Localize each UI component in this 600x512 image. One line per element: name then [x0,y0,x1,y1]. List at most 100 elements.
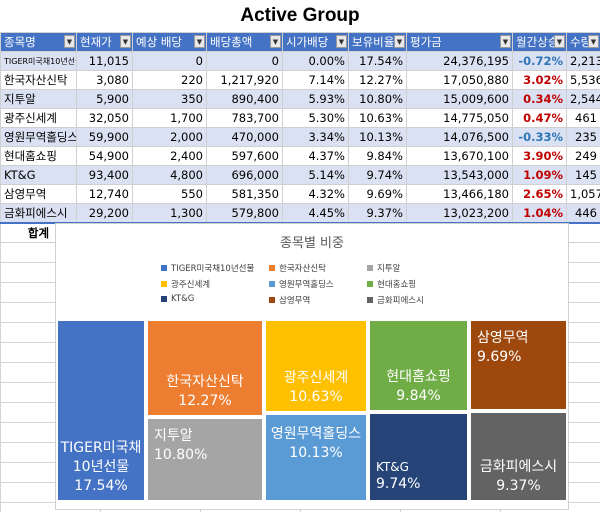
legend-item[interactable]: 한국자산신탁 [269,262,326,274]
price-cell[interactable]: 12,740 [76,184,133,204]
dividend-cell[interactable]: 220 [132,70,207,90]
stock-name-cell[interactable]: 광주신세계 [0,108,77,128]
column-header[interactable]: 보유비율 ▼ [348,32,407,52]
value-cell[interactable]: 13,543,000 [406,165,513,185]
column-header[interactable]: 평가금 ▼ [406,32,513,52]
column-header[interactable]: 예상 배당 ▼ [132,32,207,52]
yield-cell[interactable]: 4.45% [282,203,349,224]
ratio-cell[interactable]: 12.27% [348,70,407,90]
column-header[interactable]: 수량 ▼ [566,32,600,52]
change-cell[interactable]: 1.09% [512,165,567,185]
legend-item[interactable]: 영원무역홀딩스 [269,278,334,290]
dividend-cell[interactable]: 2,000 [132,127,207,147]
change-cell[interactable]: 3.02% [512,70,567,90]
ratio-cell[interactable]: 9.74% [348,165,407,185]
dividend-cell[interactable]: 350 [132,89,207,109]
treemap-tile[interactable]: KT&G 9.74% [368,412,469,502]
value-cell[interactable]: 24,376,195 [406,51,513,71]
yield-cell[interactable]: 3.34% [282,127,349,147]
treemap-tile[interactable]: 광주신세계 10.63% [264,319,368,413]
value-cell[interactable]: 13,466,180 [406,184,513,204]
column-header[interactable]: 현재가 ▼ [76,32,133,52]
change-cell[interactable]: 1.04% [512,203,567,224]
filter-dropdown-icon[interactable]: ▼ [588,35,599,48]
value-cell[interactable]: 13,023,200 [406,203,513,224]
treemap-tile[interactable]: 금화피에스시 9.37% [469,411,568,502]
price-cell[interactable]: 29,200 [76,203,133,224]
ratio-cell[interactable]: 10.13% [348,127,407,147]
filter-dropdown-icon[interactable]: ▼ [64,35,75,48]
ratio-cell[interactable]: 10.63% [348,108,407,128]
dividend-total-cell[interactable]: 470,000 [206,127,283,147]
qty-cell[interactable]: 249 [566,146,600,166]
dividend-total-cell[interactable]: 579,800 [206,203,283,224]
ratio-cell[interactable]: 9.69% [348,184,407,204]
column-header[interactable]: 종목명 ▼ [0,32,77,52]
price-cell[interactable]: 5,900 [76,89,133,109]
treemap-chart[interactable]: 종목별 비중 TIGER미국채10년선물 한국자산신탁 지투알 광주신세계 영원무역홀딩… [55,223,569,510]
dividend-total-cell[interactable]: 1,217,920 [206,70,283,90]
filter-dropdown-icon[interactable]: ▼ [554,35,565,48]
dividend-cell[interactable]: 1,300 [132,203,207,224]
qty-cell[interactable]: 461 [566,108,600,128]
yield-cell[interactable]: 5.14% [282,165,349,185]
treemap-tile[interactable]: 지투알 10.80% [146,417,264,502]
dividend-total-cell[interactable]: 783,700 [206,108,283,128]
qty-cell[interactable]: 2,213 [566,51,600,71]
price-cell[interactable]: 59,900 [76,127,133,147]
filter-dropdown-icon[interactable]: ▼ [194,35,205,48]
stock-name-cell[interactable]: TIGER미국채10년선물 [0,51,77,71]
price-cell[interactable]: 32,050 [76,108,133,128]
qty-cell[interactable]: 5,536 [566,70,600,90]
stock-name-cell[interactable]: KT&G [0,165,77,185]
filter-dropdown-icon[interactable]: ▼ [394,35,405,48]
change-cell[interactable]: -0.33% [512,127,567,147]
yield-cell[interactable]: 0.00% [282,51,349,71]
stock-name-cell[interactable]: 지투알 [0,89,77,109]
empty-cell[interactable] [566,222,600,243]
yield-cell[interactable]: 5.30% [282,108,349,128]
legend-item[interactable]: TIGER미국채10년선물 [161,262,254,274]
change-cell[interactable]: 2.65% [512,184,567,204]
stock-name-cell[interactable]: 현대홈쇼핑 [0,146,77,166]
qty-cell[interactable]: 446 [566,203,600,224]
qty-cell[interactable]: 2,544 [566,89,600,109]
price-cell[interactable]: 54,900 [76,146,133,166]
stock-name-cell[interactable]: 영원무역홀딩스 [0,127,77,147]
price-cell[interactable]: 3,080 [76,70,133,90]
value-cell[interactable]: 17,050,880 [406,70,513,90]
dividend-cell[interactable]: 1,700 [132,108,207,128]
stock-name-cell[interactable]: 삼영무역 [0,184,77,204]
legend-item[interactable]: KT&G [161,294,194,304]
legend-item[interactable]: 광주신세계 [161,278,210,290]
yield-cell[interactable]: 4.37% [282,146,349,166]
ratio-cell[interactable]: 17.54% [348,51,407,71]
dividend-cell[interactable]: 2,400 [132,146,207,166]
legend-item[interactable]: 현대홈쇼핑 [367,278,416,290]
value-cell[interactable]: 13,670,100 [406,146,513,166]
value-cell[interactable]: 14,775,050 [406,108,513,128]
column-header[interactable]: 시가배당 ▼ [282,32,349,52]
stock-name-cell[interactable]: 금화피에스시 [0,203,77,224]
dividend-total-cell[interactable]: 581,350 [206,184,283,204]
ratio-cell[interactable]: 9.37% [348,203,407,224]
change-cell[interactable]: 0.47% [512,108,567,128]
dividend-total-cell[interactable]: 696,000 [206,165,283,185]
legend-item[interactable]: 금화피에스시 [367,294,424,306]
value-cell[interactable]: 15,009,600 [406,89,513,109]
dividend-total-cell[interactable]: 0 [206,51,283,71]
stock-name-cell[interactable]: 한국자산신탁 [0,70,77,90]
change-cell[interactable]: -0.72% [512,51,567,71]
change-cell[interactable]: 0.34% [512,89,567,109]
column-header[interactable]: 월간상승 ▼ [512,32,567,52]
filter-dropdown-icon[interactable]: ▼ [336,35,347,48]
yield-cell[interactable]: 5.93% [282,89,349,109]
filter-dropdown-icon[interactable]: ▼ [270,35,281,48]
price-cell[interactable]: 93,400 [76,165,133,185]
qty-cell[interactable]: 235 [566,127,600,147]
treemap-tile[interactable]: 현대홈쇼핑 9.84% [368,319,469,412]
treemap-tile[interactable]: TIGER미국채10년선물 17.54% [56,319,146,502]
dividend-total-cell[interactable]: 597,600 [206,146,283,166]
treemap-tile[interactable]: 삼영무역 9.69% [469,319,568,411]
legend-item[interactable]: 삼영무역 [269,294,310,306]
